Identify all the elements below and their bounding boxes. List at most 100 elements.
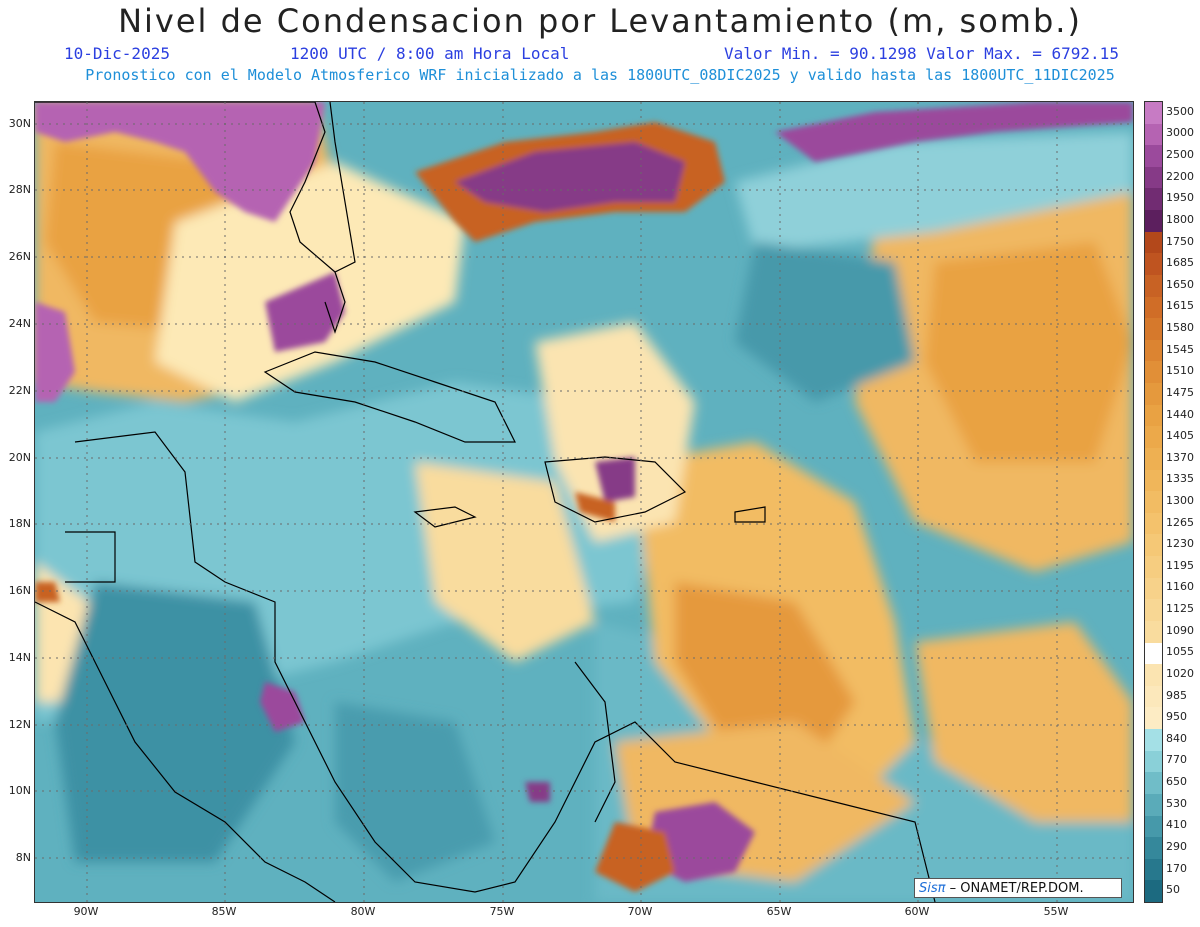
lon-label-70w: 70W — [627, 905, 653, 918]
colorbar-label: 1685 — [1166, 256, 1194, 270]
colorbar-label: 3000 — [1166, 126, 1194, 140]
lon-label-90w: 90W — [73, 905, 99, 918]
lat-label-24n: 24N — [8, 317, 31, 330]
colorbar-label: 1300 — [1166, 494, 1194, 507]
lat-label-10n: 10N — [8, 784, 31, 797]
colorbar — [1144, 101, 1163, 903]
colorbar-segment — [1145, 145, 1162, 168]
colorbar-label: 290 — [1166, 839, 1187, 853]
colorbar-label: 1195 — [1166, 558, 1194, 572]
colorbar-segment — [1145, 664, 1162, 687]
colorbar-label: 1160 — [1166, 580, 1194, 594]
colorbar-segment — [1145, 296, 1162, 319]
colorbar-label: 1615 — [1166, 299, 1194, 313]
lat-label-16n: 16N — [8, 584, 31, 597]
colorbar-label: 1125 — [1166, 602, 1194, 616]
colorbar-label: 1440 — [1166, 407, 1194, 421]
lcl-shaded-field — [35, 102, 1133, 902]
colorbar-label: 1800 — [1166, 212, 1194, 226]
colorbar-segment — [1145, 361, 1162, 384]
colorbar-segment — [1145, 512, 1162, 535]
colorbar-label: 3500 — [1166, 104, 1194, 118]
colorbar-segment — [1145, 577, 1162, 600]
colorbar-label: 1475 — [1166, 385, 1194, 399]
colorbar-label: 1950 — [1166, 191, 1194, 205]
lat-label-28n: 28N — [8, 183, 31, 196]
forecast-date: 10-Dic-2025 — [64, 44, 170, 63]
lon-label-65w: 65W — [766, 905, 792, 918]
colorbar-segment — [1145, 253, 1162, 276]
colorbar-segment — [1145, 188, 1162, 211]
colorbar-label: 1335 — [1166, 472, 1194, 486]
lat-label-22n: 22N — [8, 384, 31, 397]
sispi-logo: Sisπ — [919, 881, 946, 896]
colorbar-segment — [1145, 880, 1162, 903]
colorbar-label: 1405 — [1166, 429, 1194, 443]
lon-label-75w: 75W — [489, 905, 515, 918]
colorbar-label: 1020 — [1166, 666, 1194, 680]
colorbar-segment — [1145, 274, 1162, 298]
colorbar-label: 1370 — [1166, 450, 1194, 464]
colorbar-segment — [1145, 210, 1162, 233]
colorbar-label: 985 — [1166, 688, 1187, 702]
colorbar-segment — [1145, 599, 1162, 622]
colorbar-label: 1580 — [1166, 321, 1194, 335]
colorbar-segment — [1145, 793, 1162, 816]
colorbar-label: 50 — [1166, 883, 1180, 897]
colorbar-label: 950 — [1166, 710, 1187, 724]
colorbar-segment — [1145, 404, 1162, 427]
min-max-values: Valor Min. = 90.1298 Valor Max. = 6792.1… — [724, 44, 1119, 63]
colorbar-segment — [1145, 729, 1162, 752]
credit-box: Sisπ – ONAMET/REP.DOM. — [914, 878, 1122, 898]
colorbar-label: 2500 — [1166, 148, 1194, 162]
colorbar-segment — [1145, 534, 1162, 557]
colorbar-segment — [1145, 318, 1162, 341]
colorbar-label: 530 — [1166, 796, 1187, 810]
colorbar-segment — [1145, 772, 1162, 795]
model-subtitle: Pronostico con el Modelo Atmosferico WRF… — [85, 66, 1115, 84]
colorbar-segment — [1145, 858, 1162, 881]
colorbar-segment — [1145, 102, 1162, 125]
colorbar-segment — [1145, 815, 1162, 838]
colorbar-label: 770 — [1166, 753, 1187, 767]
colorbar-segment — [1145, 837, 1162, 860]
lat-label-18n: 18N — [8, 517, 31, 530]
colorbar-label: 1650 — [1166, 277, 1194, 291]
colorbar-segment — [1145, 166, 1162, 189]
colorbar-segment — [1145, 339, 1162, 362]
colorbar-segment — [1145, 383, 1162, 406]
lat-label-14n: 14N — [8, 651, 31, 664]
map-title: Nivel de Condensacion por Levantamiento … — [118, 2, 1082, 40]
colorbar-segment — [1145, 426, 1162, 449]
colorbar-label: 650 — [1166, 775, 1187, 789]
colorbar-segment — [1145, 707, 1162, 730]
colorbar-label: 1545 — [1166, 342, 1194, 356]
lat-label-26n: 26N — [8, 250, 31, 263]
colorbar-segment — [1145, 447, 1162, 471]
colorbar-label: 2200 — [1166, 169, 1194, 183]
colorbar-segment — [1145, 556, 1162, 579]
colorbar-label: 170 — [1166, 861, 1187, 875]
lat-label-8n: 8N — [15, 851, 31, 864]
lon-label-85w: 85W — [211, 905, 237, 918]
credit-text: – ONAMET/REP.DOM. — [949, 881, 1084, 896]
lat-label-12n: 12N — [8, 718, 31, 731]
lon-label-55w: 55W — [1043, 905, 1069, 918]
lcl-map — [34, 101, 1134, 903]
forecast-time: 1200 UTC / 8:00 am Hora Local — [290, 44, 570, 63]
lon-label-60w: 60W — [904, 905, 930, 918]
colorbar-segment — [1145, 643, 1162, 665]
colorbar-label: 1230 — [1166, 537, 1194, 551]
colorbar-label: 1750 — [1166, 234, 1194, 248]
colorbar-label: 1055 — [1166, 645, 1194, 659]
colorbar-segment — [1145, 620, 1162, 644]
colorbar-segment — [1145, 469, 1162, 492]
colorbar-segment — [1145, 685, 1162, 708]
colorbar-label: 840 — [1166, 731, 1187, 745]
colorbar-segment — [1145, 491, 1162, 514]
colorbar-segment — [1145, 231, 1162, 254]
colorbar-segment — [1145, 123, 1162, 146]
lon-label-80w: 80W — [350, 905, 376, 918]
colorbar-segment — [1145, 750, 1162, 773]
lat-label-20n: 20N — [8, 451, 31, 464]
